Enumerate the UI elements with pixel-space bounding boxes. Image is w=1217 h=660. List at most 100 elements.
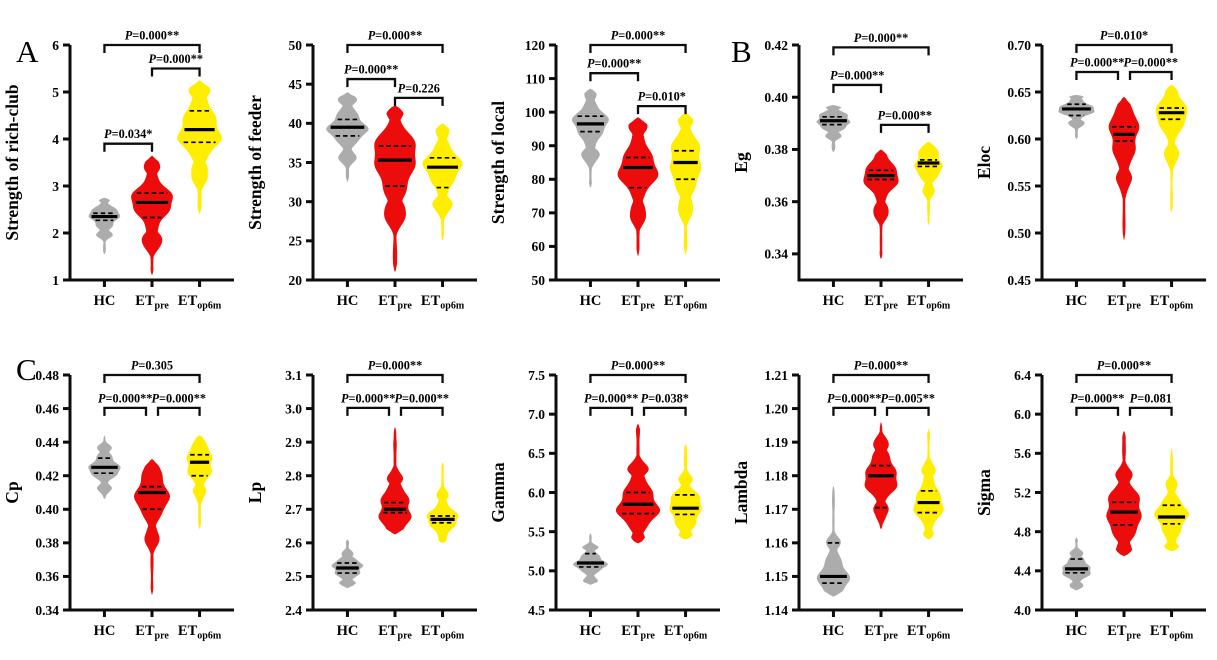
violin-hc bbox=[816, 105, 851, 153]
violin-et_pre bbox=[378, 427, 412, 535]
p-value-label: P=0.000** bbox=[368, 29, 423, 43]
y-tick-label: 0.38 bbox=[764, 142, 788, 157]
y-tick-label: 4.0 bbox=[1014, 603, 1031, 618]
y-tick-label: 0.60 bbox=[1007, 132, 1031, 147]
p-value-label: P=0.000** bbox=[1124, 56, 1179, 70]
y-tick-label: 5.2 bbox=[1014, 485, 1031, 500]
y-tick-label: 0.36 bbox=[35, 569, 59, 584]
p-value-label: P=0.010* bbox=[638, 90, 686, 104]
x-group-label-etop6m: ETop6m bbox=[178, 623, 222, 642]
violin-et_op6m bbox=[669, 443, 702, 540]
p-value-label: P=0.000** bbox=[830, 68, 885, 82]
y-tick-label: 7.0 bbox=[528, 407, 545, 422]
y-tick-label: 50 bbox=[289, 38, 303, 53]
p-value-label: P=0.000** bbox=[587, 57, 642, 71]
significance-bracket bbox=[636, 104, 687, 115]
y-tick-label: 1 bbox=[52, 273, 59, 288]
violin-et_pre bbox=[131, 155, 173, 276]
x-group-label-hc: HC bbox=[337, 623, 359, 639]
x-group-label-etpre: ETpre bbox=[135, 623, 169, 642]
x-group-label-etpre: ETpre bbox=[1107, 623, 1141, 642]
x-group-label-hc: HC bbox=[1066, 293, 1088, 309]
x-group-label-etop6m: ETop6m bbox=[1150, 623, 1194, 642]
x-group-label-etop6m: ETop6m bbox=[1150, 293, 1194, 312]
significance-bracket bbox=[1075, 70, 1120, 81]
significance-bracket bbox=[346, 43, 444, 53]
significance-bracket bbox=[103, 142, 154, 152]
significance-bracket bbox=[346, 77, 397, 88]
x-group-label-etop6m: ETop6m bbox=[664, 293, 708, 312]
plot-cell-strength-of-local: 50 60 70 80 90 100 110 120 Strength of local HC ET… bbox=[486, 0, 729, 330]
y-tick-label: 4 bbox=[52, 132, 59, 147]
p-value-label: P=0.000** bbox=[125, 29, 180, 43]
p-value-label: P=0.081 bbox=[1130, 391, 1172, 405]
x-group-label-hc: HC bbox=[580, 293, 602, 309]
significance-bracket bbox=[832, 373, 930, 383]
p-value-label: P=0.000** bbox=[854, 31, 909, 45]
y-axis-label: Strength of local bbox=[488, 101, 508, 224]
p-value-label: P=0.010* bbox=[1100, 29, 1148, 43]
y-tick-label: 20 bbox=[289, 273, 303, 288]
plot-cell-lp: 2.4 2.5 2.6 2.7 2.8 2.9 3.0 3.1 Lp HC ETpre ETop6m P… bbox=[243, 330, 486, 660]
y-tick-label: 2.5 bbox=[285, 569, 302, 584]
violin-et_pre bbox=[374, 105, 416, 273]
y-tick-label: 1.20 bbox=[764, 401, 788, 416]
plot-cell-sigma: 4.0 4.4 4.8 5.2 5.6 6.0 6.4 Sigma HC ETpre ETop6m P… bbox=[972, 330, 1215, 660]
y-tick-label: 0.34 bbox=[35, 603, 59, 618]
y-tick-label: 3 bbox=[52, 179, 59, 194]
axes bbox=[797, 45, 963, 282]
p-value-label: P=0.000** bbox=[395, 391, 450, 405]
significance-bracket bbox=[103, 406, 148, 416]
y-tick-label: 0.55 bbox=[1007, 179, 1031, 194]
violin-chart-strength-of-local: 50 60 70 80 90 100 110 120 Strength of local HC ET… bbox=[488, 29, 720, 312]
p-value-label: P=0.000** bbox=[98, 391, 153, 405]
violin-chart-strength-of-rich-club: 1 2 3 4 5 6 Strength of rich-club HC ETpre ETop6m… bbox=[2, 29, 234, 312]
p-value-label: P=0.000** bbox=[368, 359, 423, 373]
significance-bracket bbox=[150, 67, 201, 77]
y-axis-label: Lp bbox=[245, 482, 265, 504]
p-value-label: P=0.226 bbox=[398, 81, 440, 95]
significance-bracket bbox=[589, 406, 634, 416]
y-tick-label: 2.4 bbox=[285, 603, 302, 618]
violin-et_pre bbox=[863, 149, 899, 260]
y-tick-label: 2.8 bbox=[285, 469, 302, 484]
y-tick-label: 80 bbox=[532, 172, 546, 187]
p-value-label: P=0.034* bbox=[104, 127, 152, 141]
violin-et_op6m bbox=[177, 80, 222, 215]
plot-cell-eloc: 0.45 0.50 0.55 0.60 0.65 0.70 Eloc HC ETpre ETop6… bbox=[972, 0, 1215, 330]
significance-bracket bbox=[589, 43, 687, 53]
y-tick-label: 3.0 bbox=[285, 401, 302, 416]
significance-bracket bbox=[1128, 406, 1173, 416]
y-tick-label: 4.5 bbox=[528, 603, 545, 618]
y-tick-label: 0.48 bbox=[35, 368, 59, 383]
significance-bracket bbox=[1075, 43, 1173, 53]
x-group-label-hc: HC bbox=[94, 293, 116, 309]
violin-et_op6m bbox=[426, 462, 459, 543]
y-tick-label: 6.0 bbox=[1014, 407, 1031, 422]
y-tick-label: 1.14 bbox=[764, 603, 788, 618]
p-value-label: P=0.000** bbox=[1070, 391, 1125, 405]
violin-et_pre bbox=[615, 423, 661, 544]
y-tick-label: 0.40 bbox=[764, 90, 788, 105]
y-tick-label: 5 bbox=[52, 85, 59, 100]
violin-et_op6m bbox=[422, 123, 463, 241]
y-tick-label: 7.5 bbox=[528, 368, 545, 383]
x-group-label-etpre: ETpre bbox=[378, 623, 412, 642]
y-tick-label: 0.42 bbox=[764, 38, 788, 53]
y-tick-label: 1.19 bbox=[764, 435, 788, 450]
y-tick-label: 0.44 bbox=[35, 435, 59, 450]
y-tick-label: 6.4 bbox=[1014, 368, 1031, 383]
y-tick-label: 1.15 bbox=[764, 569, 788, 584]
violin-et_op6m bbox=[913, 428, 944, 540]
figure-row-bottom: C 0.34 0.36 0.38 0.40 0.42 0.44 0.46 0.48 Cp HC ETp… bbox=[0, 330, 1217, 660]
y-tick-label: 0.38 bbox=[35, 536, 59, 551]
x-group-label-etop6m: ETop6m bbox=[907, 623, 951, 642]
y-tick-label: 0.46 bbox=[35, 401, 59, 416]
y-tick-label: 3.1 bbox=[285, 368, 302, 383]
p-value-label: P=0.005** bbox=[881, 391, 936, 405]
significance-bracket bbox=[346, 406, 391, 416]
y-tick-label: 1.21 bbox=[764, 368, 788, 383]
y-axis-label: Lambda bbox=[731, 461, 751, 524]
y-tick-label: 2.9 bbox=[285, 435, 302, 450]
y-tick-label: 6.0 bbox=[528, 485, 545, 500]
